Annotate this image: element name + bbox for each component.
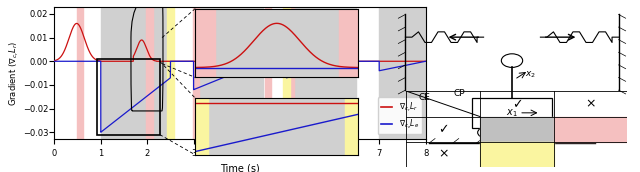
X-axis label: Time (s): Time (s) bbox=[220, 164, 260, 172]
Text: $\checkmark$: $\checkmark$ bbox=[511, 97, 522, 110]
Text: $\checkmark$: $\checkmark$ bbox=[438, 122, 449, 136]
Bar bbox=[480, 117, 554, 142]
Bar bbox=[195, 9, 215, 77]
Circle shape bbox=[477, 127, 494, 138]
Bar bbox=[283, 7, 290, 139]
Text: CE: CE bbox=[419, 93, 431, 102]
Bar bbox=[287, 7, 356, 139]
Bar bbox=[77, 7, 83, 139]
Circle shape bbox=[501, 54, 523, 67]
Bar bbox=[167, 7, 173, 139]
Y-axis label: Gradient ($\nabla_{c_r} L_r$): Gradient ($\nabla_{c_r} L_r$) bbox=[8, 40, 21, 106]
Bar bbox=[288, 7, 294, 139]
Text: $\times$: $\times$ bbox=[438, 148, 449, 161]
Bar bbox=[554, 117, 627, 142]
Text: $\times$: $\times$ bbox=[585, 97, 596, 110]
Text: $x_1$: $x_1$ bbox=[506, 107, 518, 119]
Bar bbox=[264, 7, 271, 139]
Bar bbox=[195, 98, 208, 155]
Bar bbox=[480, 142, 554, 167]
Legend: $\nabla_{c_r} L_r$, $\nabla_{c_e} L_e$: $\nabla_{c_r} L_r$, $\nabla_{c_e} L_e$ bbox=[378, 97, 422, 134]
Bar bbox=[147, 7, 153, 139]
Bar bbox=[97, 59, 160, 135]
Circle shape bbox=[530, 127, 547, 138]
Bar bbox=[472, 98, 552, 128]
Bar bbox=[339, 9, 358, 77]
Bar bbox=[193, 7, 263, 139]
Bar bbox=[193, 7, 199, 139]
Bar bbox=[101, 7, 170, 139]
Bar bbox=[379, 7, 426, 139]
Bar bbox=[346, 98, 358, 155]
Text: $x_2$: $x_2$ bbox=[525, 70, 536, 80]
Text: CP: CP bbox=[454, 89, 465, 98]
